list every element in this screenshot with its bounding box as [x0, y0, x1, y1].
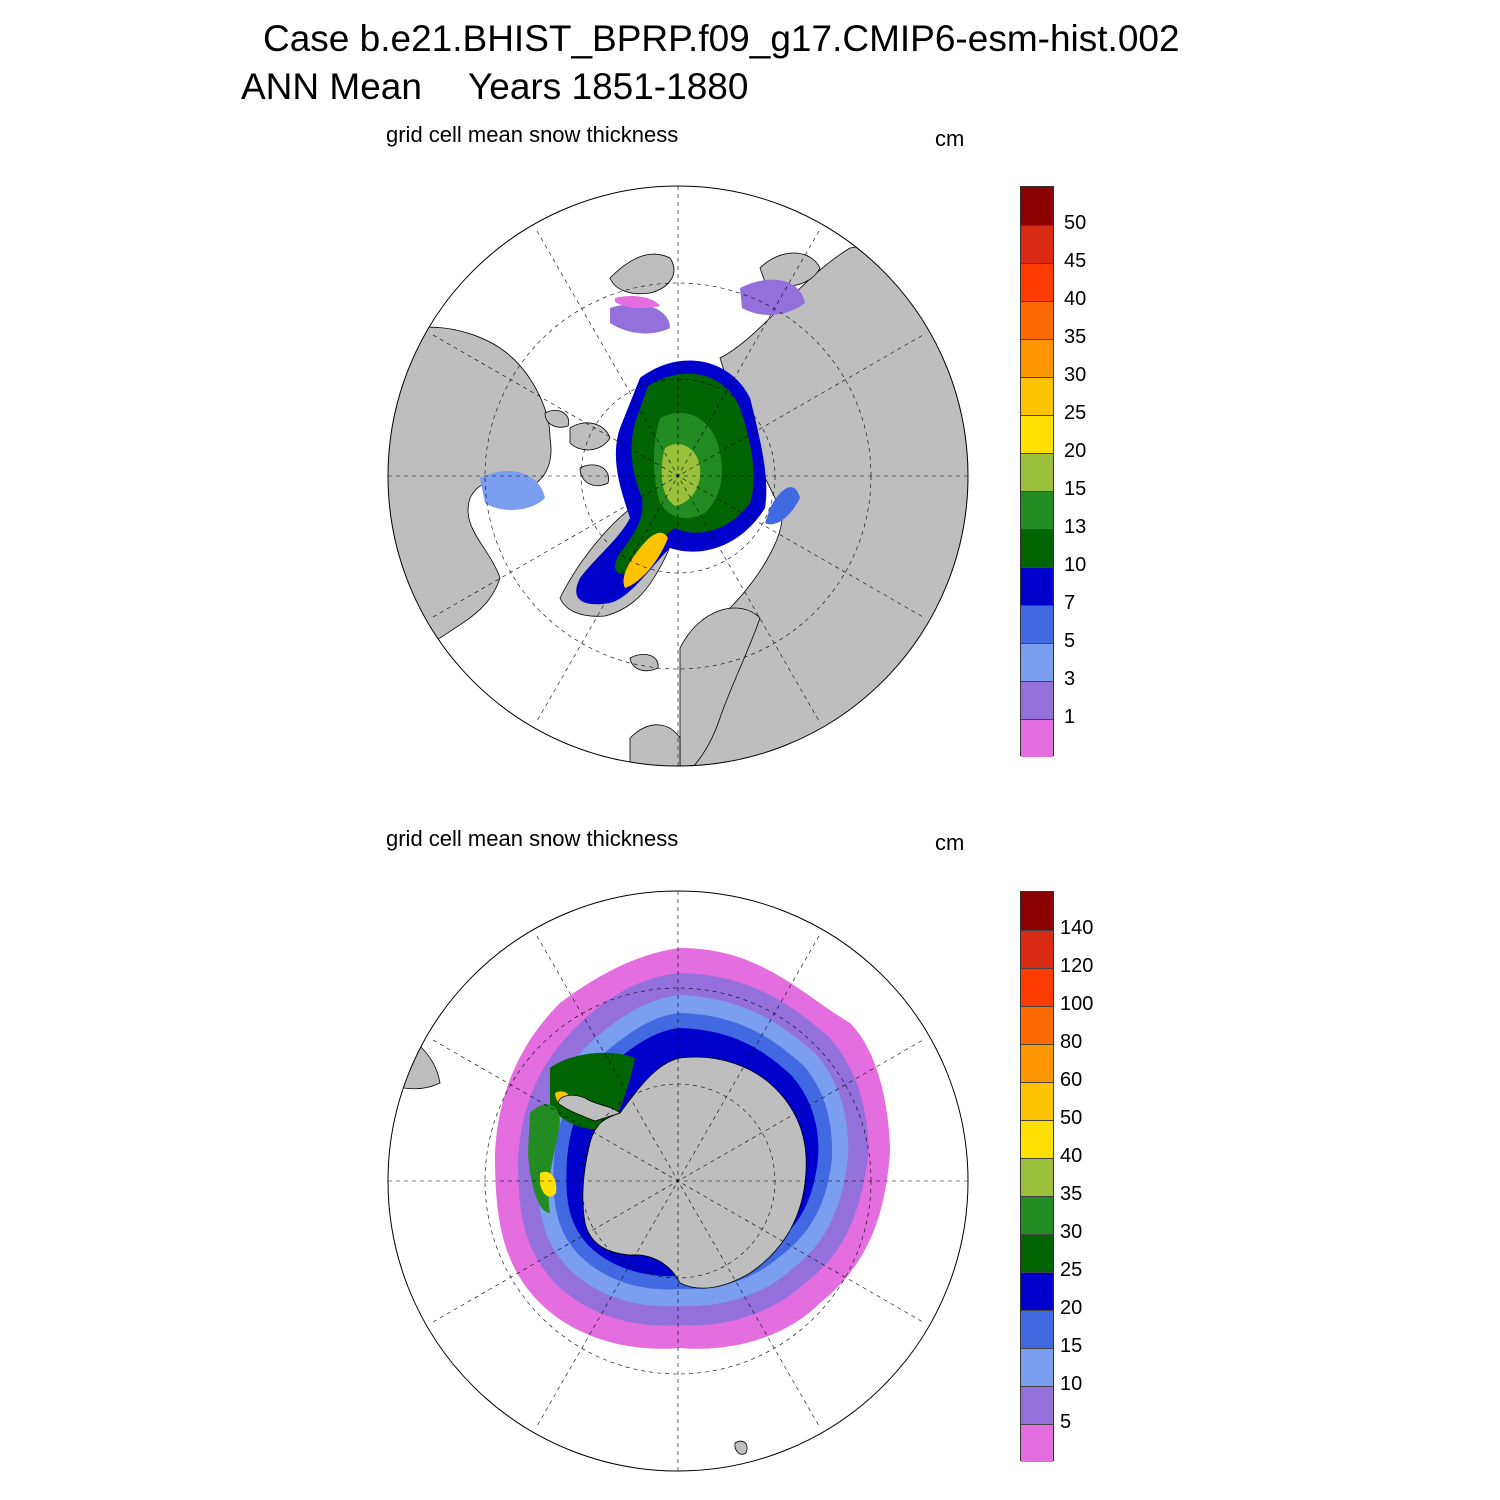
- arctic-map: [387, 185, 969, 767]
- colorbar-north: [1020, 186, 1054, 757]
- colorbar-swatch: [1021, 1082, 1053, 1120]
- colorbar-swatch: [1021, 719, 1053, 757]
- colorbar-tick-label: 3: [1064, 668, 1076, 690]
- colorbar-tick-label: 10: [1064, 554, 1087, 576]
- snow-thickness-north: [480, 279, 805, 605]
- colorbar-swatch: [1021, 1044, 1053, 1082]
- colorbar-swatch: [1021, 1310, 1053, 1348]
- colorbar-swatch: [1021, 1272, 1053, 1310]
- colorbar-swatch: [1021, 1424, 1053, 1462]
- panel-title-south: grid cell mean snow thickness: [386, 826, 679, 851]
- figure-title-period: ANN Mean Years 1851-1880: [241, 66, 748, 108]
- colorbar-tick-label: 5: [1064, 630, 1076, 652]
- colorbar-tick-label: 140: [1060, 917, 1094, 939]
- colorbar-tick-label: 15: [1064, 478, 1087, 500]
- new-zealand-land: [734, 1440, 748, 1455]
- colorbar-swatch: [1021, 377, 1053, 415]
- colorbar-swatch: [1021, 491, 1053, 529]
- colorbar-tick-label: 1: [1064, 706, 1076, 728]
- season-label: ANN Mean: [241, 66, 422, 107]
- colorbar-tick-label: 40: [1064, 288, 1087, 310]
- colorbar-swatch: [1021, 263, 1053, 301]
- colorbar-swatch: [1021, 187, 1053, 225]
- years-label: Years 1851-1880: [467, 66, 749, 107]
- colorbar-swatch: [1021, 892, 1053, 930]
- colorbar-tick-label: 10: [1060, 1373, 1083, 1395]
- colorbar-swatch: [1021, 605, 1053, 643]
- colorbar-tick-label: 20: [1060, 1297, 1083, 1319]
- colorbar-swatch: [1021, 968, 1053, 1006]
- colorbar-tick-label: 40: [1060, 1145, 1083, 1167]
- colorbar-swatch: [1021, 643, 1053, 681]
- colorbar-swatch: [1021, 301, 1053, 339]
- colorbar-swatch: [1021, 1006, 1053, 1044]
- colorbar-tick-label: 30: [1064, 364, 1087, 386]
- colorbar-swatch: [1021, 1158, 1053, 1196]
- colorbar-tick-label: 25: [1064, 402, 1087, 424]
- colorbar-swatch: [1021, 567, 1053, 605]
- colorbar-tick-label: 50: [1064, 212, 1087, 234]
- colorbar-tick-label: 13: [1064, 516, 1087, 538]
- colorbar-tick-label: 45: [1064, 250, 1087, 272]
- antarctic-peninsula: [557, 1094, 621, 1122]
- colorbar-swatch: [1021, 225, 1053, 263]
- units-label-north: cm: [935, 126, 965, 151]
- colorbar-tick-label: 50: [1060, 1107, 1083, 1129]
- colorbar-tick-label: 100: [1060, 993, 1094, 1015]
- colorbar-swatch: [1021, 1234, 1053, 1272]
- colorbar-swatch: [1021, 1386, 1053, 1424]
- colorbar-tick-label: 35: [1064, 326, 1087, 348]
- antarctic-map: [387, 890, 969, 1472]
- colorbar-swatch: [1021, 415, 1053, 453]
- colorbar-swatch: [1021, 339, 1053, 377]
- colorbar-tick-label: 20: [1064, 440, 1087, 462]
- colorbar-tick-label: 30: [1060, 1221, 1083, 1243]
- graticule-south: [388, 891, 968, 1471]
- panel-title-north: grid cell mean snow thickness: [386, 122, 679, 147]
- figure-title-case: Case b.e21.BHIST_BPRP.f09_g17.CMIP6-esm-…: [263, 18, 1180, 59]
- colorbar-swatch: [1021, 1120, 1053, 1158]
- colorbar-tick-label: 15: [1060, 1335, 1083, 1357]
- colorbar-swatch: [1021, 1348, 1053, 1386]
- colorbar-swatch: [1021, 930, 1053, 968]
- colorbar-swatch: [1021, 529, 1053, 567]
- colorbar-tick-label: 60: [1060, 1069, 1083, 1091]
- graticule-north: [388, 186, 968, 766]
- colorbar-tick-label: 35: [1060, 1183, 1083, 1205]
- colorbar-tick-label: 5: [1060, 1411, 1072, 1433]
- antarctica-land: [582, 1056, 807, 1289]
- units-label-south: cm: [935, 830, 965, 855]
- colorbar-swatch: [1021, 453, 1053, 491]
- colorbar-swatch: [1021, 1196, 1053, 1234]
- colorbar-tick-label: 7: [1064, 592, 1076, 614]
- colorbar-south: [1020, 891, 1054, 1462]
- colorbar-tick-label: 120: [1060, 955, 1094, 977]
- colorbar-tick-label: 25: [1060, 1259, 1083, 1281]
- colorbar-swatch: [1021, 681, 1053, 719]
- colorbar-tick-label: 80: [1060, 1031, 1083, 1053]
